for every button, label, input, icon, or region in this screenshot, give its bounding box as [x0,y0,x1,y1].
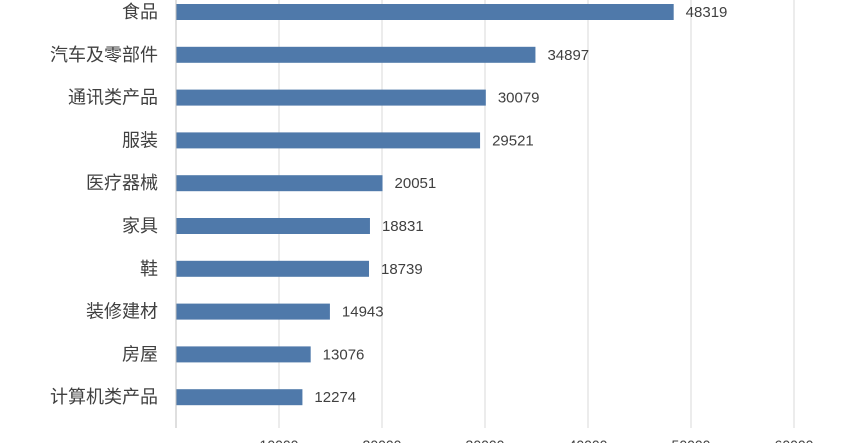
bar-9 [176,389,303,406]
category-label-5: 家具 [122,216,158,236]
value-label-9: 12274 [314,389,356,406]
value-label-7: 14943 [342,304,384,321]
bar-6 [176,260,370,277]
bar-8 [176,346,311,363]
bar-7 [176,303,330,320]
value-label-6: 18739 [381,261,423,278]
x-tick-label-5: 60000 [775,437,814,443]
bars [176,4,674,406]
value-label-8: 13076 [323,346,365,363]
x-tick-labels: 10000 20000 30000 40000 50000 60000 [260,437,814,443]
category-label-0: 食品 [122,2,158,22]
bar-5 [176,218,370,234]
category-label-8: 房屋 [122,344,158,364]
category-label-9: 计算机类产品 [50,387,158,407]
category-label-2: 通讯类产品 [68,88,158,108]
x-tick-label-2: 30000 [466,437,505,443]
x-tick-label-0: 10000 [260,437,299,443]
value-label-2: 30079 [498,90,540,107]
bar-3 [176,132,481,149]
category-label-7: 装修建材 [86,302,158,322]
x-tick-label-1: 20000 [363,437,402,443]
category-label-1: 汽车及零部件 [50,45,158,65]
value-labels: 48319 34897 30079 29521 20051 18831 18739 14943… [314,4,727,406]
x-tick-label-4: 50000 [672,437,711,443]
x-tick-label-3: 40000 [569,437,608,443]
category-label-6: 鞋 [140,259,158,279]
gridlines [278,0,795,428]
value-label-5: 18831 [382,218,424,235]
bar-4 [176,175,383,192]
bar-0 [176,4,674,20]
bar-1 [176,46,536,63]
category-label-3: 服装 [122,130,158,150]
value-label-4: 20051 [395,175,437,192]
value-label-3: 29521 [492,132,534,149]
bar-2 [176,89,486,106]
category-label-4: 医疗器械 [86,173,158,193]
value-label-0: 48319 [686,4,728,21]
value-label-1: 34897 [547,47,589,64]
